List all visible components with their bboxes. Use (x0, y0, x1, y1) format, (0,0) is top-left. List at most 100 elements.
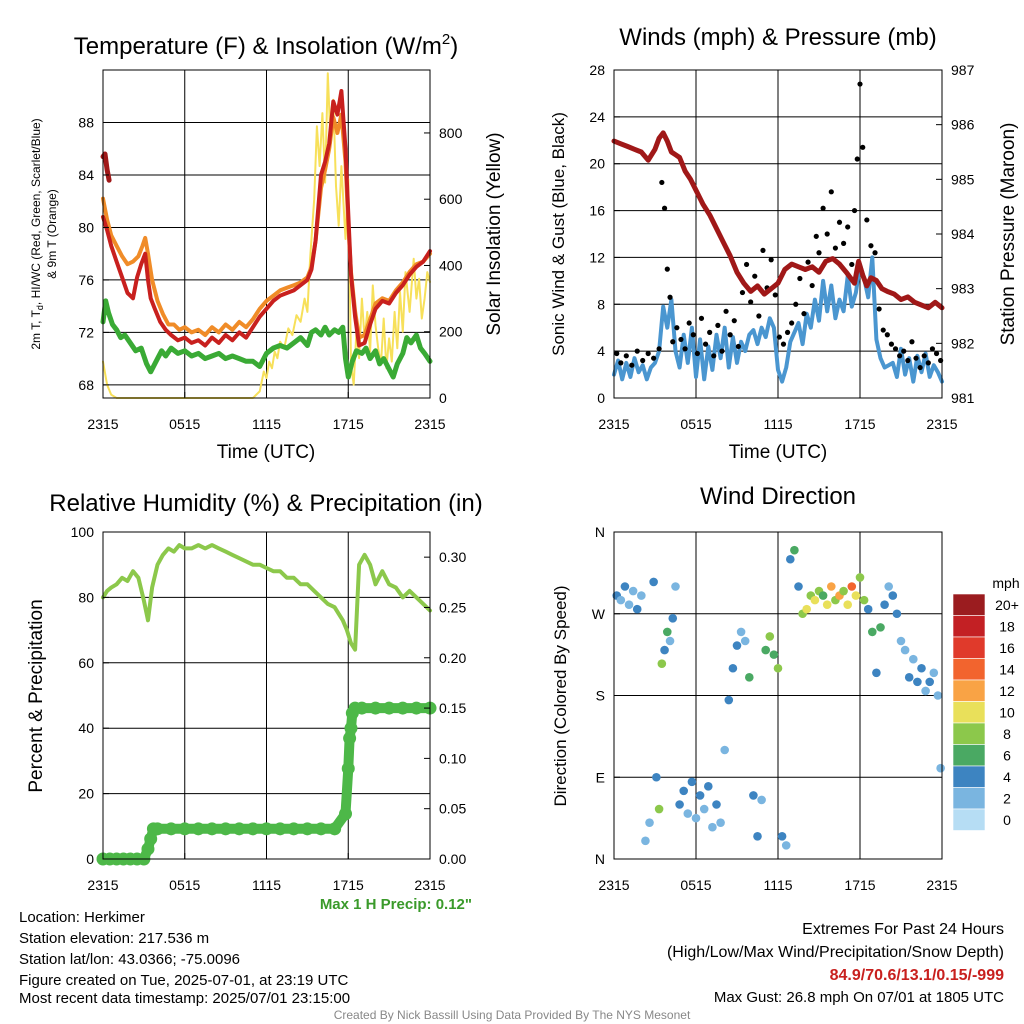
gust-point (828, 189, 834, 195)
y-right-tick-label: 983 (951, 281, 975, 297)
temperature-line (101, 89, 432, 348)
gust-point (925, 360, 931, 366)
precipitation-point (341, 761, 355, 775)
y-tick-label: 28 (589, 62, 605, 78)
wind-ticks: 2315 0515 1115 1715 2315 0 4 8 12 16 20 24 28 981 982 9… (589, 62, 974, 432)
precipitation-point (339, 807, 353, 821)
y-right-tick-label: 0.05 (439, 801, 466, 817)
precipitation-point (144, 832, 158, 846)
direction-point (839, 586, 848, 596)
direction-point (665, 636, 675, 646)
gust-point (739, 289, 746, 296)
gust-point (854, 156, 860, 162)
direction-point (749, 791, 758, 800)
humidity-ylabel: Percent & Precipitation (26, 599, 47, 792)
direction-point (859, 595, 869, 605)
info-elevation: Station elevation: 217.536 m (19, 930, 209, 947)
direction-point (900, 645, 910, 655)
gust-point (719, 348, 725, 354)
gust-point (793, 301, 799, 307)
temperature-ticks: 2315 0515 1115 1715 2315 68 72 76 80 84 88 0 200 400 6… (78, 114, 462, 432)
gust-point (901, 348, 907, 354)
x-tick-label: 2315 (87, 416, 118, 432)
x-tick-label: 2315 (87, 877, 118, 893)
direction-point (724, 695, 734, 705)
y-tick-label: N (595, 524, 605, 540)
gust-point (805, 259, 811, 265)
temperature-xlabel: Time (UTC) (217, 442, 316, 463)
pressure-line (611, 130, 945, 311)
sonic-wind-line (612, 255, 944, 384)
gust-point (698, 315, 705, 321)
direction-ylabel: Direction (Colored By Speed) (551, 585, 570, 806)
gust-point (645, 350, 651, 357)
precipitation-point (344, 721, 358, 735)
gust-point (884, 332, 890, 338)
gust-point (851, 207, 858, 214)
y-right-tick-label: 985 (951, 171, 975, 187)
gust-point (664, 266, 670, 272)
direction-point (671, 582, 680, 591)
precipitation-point (151, 822, 164, 836)
colorbar-label: 14 (999, 662, 1015, 678)
direction-series (612, 545, 945, 850)
y-right-tick-label: 981 (951, 390, 975, 406)
gust-point (618, 360, 624, 366)
x-tick-label: 1715 (333, 877, 364, 893)
max-precip-label: Max 1 H Precip: 0.12" (320, 896, 472, 913)
precipitation-point (328, 822, 342, 836)
colorbar-swatch (952, 787, 986, 810)
gust-point (760, 247, 766, 253)
precipitation-point (382, 701, 396, 715)
direction-point (641, 836, 650, 846)
colorbar-swatch (952, 593, 986, 616)
direction-point (745, 673, 754, 682)
gust-point (640, 357, 646, 364)
direction-point (753, 831, 762, 841)
y-tick-label: 12 (589, 249, 605, 265)
gust-point (772, 292, 778, 298)
gust-point (909, 339, 915, 345)
temperature-ylabel-right: Solar Insolation (Yellow) (484, 132, 505, 335)
gust-point (674, 325, 680, 331)
precipitation-point (246, 822, 260, 836)
x-tick-label: 2315 (414, 416, 445, 432)
precipitation-point (369, 701, 382, 715)
temperature-panel: Temperature (F) & Insolation (W/m2) 2315… (29, 31, 505, 463)
direction-point (616, 595, 626, 605)
y-right-tick-label: 0.00 (439, 851, 466, 867)
x-tick-label: 0515 (169, 416, 200, 432)
gust-point (715, 322, 721, 328)
gust-point (686, 320, 692, 326)
gust-point (809, 282, 815, 289)
temperature-title: Temperature (F) & Insolation (W/m2) (74, 31, 458, 60)
direction-point (909, 654, 918, 664)
gust-point (857, 81, 863, 87)
colorbar-label: 6 (1003, 748, 1011, 764)
gust-point (897, 353, 903, 359)
precipitation-point (219, 822, 233, 836)
y-tick-label: 100 (71, 524, 95, 540)
colorbar-swatch (952, 765, 986, 788)
y-tick-label: 88 (78, 114, 94, 130)
gust-point (656, 346, 662, 352)
gust-point (824, 231, 830, 237)
direction-point (810, 595, 820, 605)
colorbar-swatch (952, 722, 986, 745)
temperature-series (100, 72, 433, 399)
direction-point (645, 818, 654, 827)
gust-point (735, 343, 741, 350)
extremes-title: Extremes For Past 24 Hours (802, 921, 1004, 938)
precipitation-point (409, 701, 423, 715)
gust-point (776, 334, 782, 340)
precipitation-point (396, 701, 410, 715)
gust-point (816, 250, 822, 256)
wind-title: Winds (mph) & Pressure (mb) (619, 24, 936, 51)
speed-colorbar: 20+ 18 16 14 12 10 8 6 4 2 0 (952, 593, 1019, 831)
x-tick-label: 1115 (763, 877, 792, 893)
direction-point (708, 822, 717, 832)
direction-point (683, 809, 693, 818)
gust-point (784, 329, 791, 335)
x-tick-label: 2315 (598, 877, 629, 893)
